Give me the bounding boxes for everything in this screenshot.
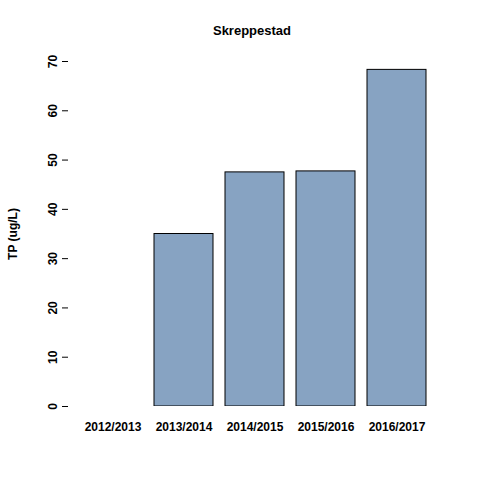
svg-text:70: 70 (46, 55, 60, 69)
svg-text:2015/2016: 2015/2016 (298, 420, 355, 434)
svg-text:30: 30 (46, 252, 60, 266)
svg-text:2016/2017: 2016/2017 (369, 420, 426, 434)
svg-text:40: 40 (46, 202, 60, 216)
svg-text:2014/2015: 2014/2015 (227, 420, 284, 434)
svg-text:2012/2013: 2012/2013 (85, 420, 142, 434)
svg-text:10: 10 (46, 350, 60, 364)
svg-text:50: 50 (46, 153, 60, 167)
svg-text:0: 0 (46, 403, 60, 410)
svg-text:20: 20 (46, 301, 60, 315)
svg-text:TP (ug/L): TP (ug/L) (6, 208, 20, 260)
html-text:Skreppestad: Skreppestad (213, 23, 291, 38)
svg-text:60: 60 (46, 104, 60, 118)
svg-text:2013/2014: 2013/2014 (156, 420, 213, 434)
